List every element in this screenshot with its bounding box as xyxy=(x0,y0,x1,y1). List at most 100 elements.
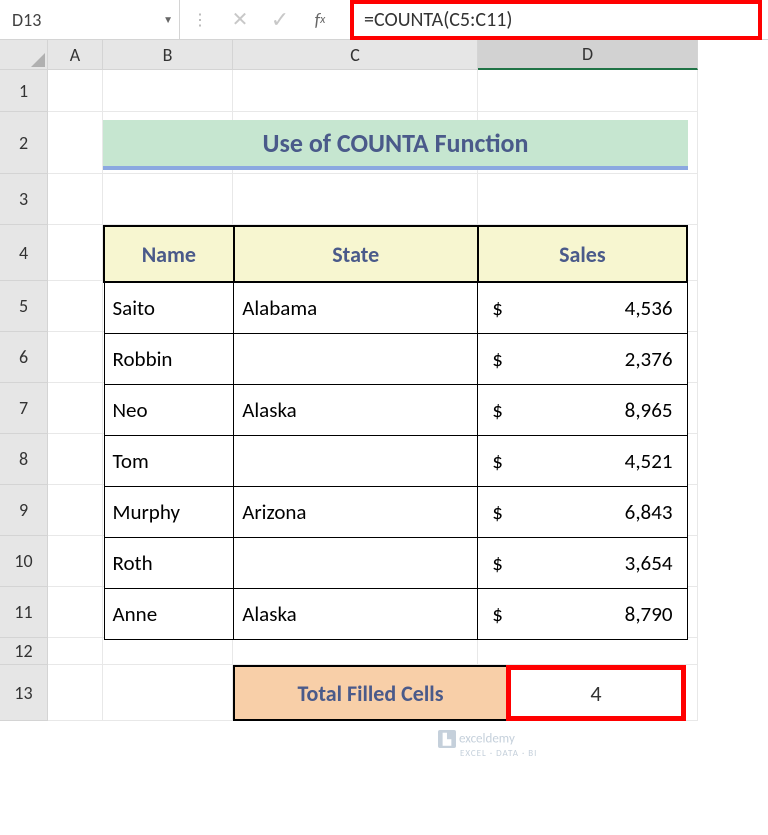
cell[interactable] xyxy=(48,281,103,332)
sales-value: 2,376 xyxy=(625,346,673,372)
cell-sales[interactable]: $6,843 xyxy=(478,486,687,537)
cell[interactable] xyxy=(233,70,478,112)
cell[interactable] xyxy=(48,174,103,225)
cell[interactable] xyxy=(103,70,233,112)
row-header-6[interactable]: 6 xyxy=(0,332,48,383)
cell[interactable] xyxy=(48,536,103,587)
table-header-row: Name State Sales xyxy=(104,226,687,282)
total-row: Total Filled Cells 4 xyxy=(233,665,686,721)
row-header-1[interactable]: 1 xyxy=(0,70,48,112)
cell[interactable] xyxy=(478,70,698,112)
select-all-corner[interactable] xyxy=(0,40,48,70)
row-header-12[interactable]: 12 xyxy=(0,638,48,665)
cell-name[interactable]: Roth xyxy=(104,537,234,588)
cell-sales[interactable]: $2,376 xyxy=(478,333,687,384)
table-row: SaitoAlabama$4,536 xyxy=(104,282,687,333)
total-label-text: Total Filled Cells xyxy=(298,680,444,707)
total-value-cell[interactable]: 4 xyxy=(506,665,686,721)
row-header-8[interactable]: 8 xyxy=(0,434,48,485)
cell-name[interactable]: Robbin xyxy=(104,333,234,384)
total-value-text: 4 xyxy=(590,680,601,707)
cell[interactable] xyxy=(48,665,103,721)
cell[interactable] xyxy=(48,434,103,485)
row-header-7[interactable]: 7 xyxy=(0,383,48,434)
col-header-name[interactable]: Name xyxy=(104,226,234,282)
sales-value: 6,843 xyxy=(625,499,673,525)
page-title: Use of COUNTA Function xyxy=(263,127,529,159)
data-table: Name State Sales SaitoAlabama$4,536Robbi… xyxy=(103,225,688,640)
formula-text: =COUNTA(C5:C11) xyxy=(364,8,512,32)
col-header-D[interactable]: D xyxy=(478,40,698,70)
cell[interactable] xyxy=(103,174,233,225)
namebox[interactable]: D13 ▼ xyxy=(0,0,180,39)
spreadsheet: 12345678910111213 ABCD Use of COUNTA Fun… xyxy=(0,40,768,721)
currency-symbol: $ xyxy=(492,397,503,423)
cell[interactable] xyxy=(103,665,233,721)
currency-symbol: $ xyxy=(492,550,503,576)
cell-name[interactable]: Murphy xyxy=(104,486,234,537)
currency-symbol: $ xyxy=(492,346,503,372)
row-header-13[interactable]: 13 xyxy=(0,665,48,721)
currency-symbol: $ xyxy=(492,448,503,474)
cell[interactable] xyxy=(48,485,103,536)
cell-state[interactable]: Alaska xyxy=(234,384,478,435)
cell-name[interactable]: Tom xyxy=(104,435,234,486)
cell[interactable] xyxy=(48,638,103,665)
total-label-cell[interactable]: Total Filled Cells xyxy=(233,665,508,721)
formula-bar: D13 ▼ ⋮ ✕ ✓ fx =COUNTA(C5:C11) xyxy=(0,0,768,40)
col-header-sales[interactable]: Sales xyxy=(478,226,687,282)
cell-state[interactable]: Alaska xyxy=(234,588,478,639)
cell-name[interactable]: Saito xyxy=(104,282,234,333)
col-header-A[interactable]: A xyxy=(48,40,103,70)
row-header-5[interactable]: 5 xyxy=(0,281,48,332)
table-row: AnneAlaska$8,790 xyxy=(104,588,687,639)
formula-input[interactable]: =COUNTA(C5:C11) xyxy=(350,0,762,40)
cell-state[interactable] xyxy=(234,333,478,384)
row-header-10[interactable]: 10 xyxy=(0,536,48,587)
row-header-9[interactable]: 9 xyxy=(0,485,48,536)
cell-sales[interactable]: $8,790 xyxy=(478,588,687,639)
watermark-icon: ▙ xyxy=(438,730,456,748)
table-row: Tom $4,521 xyxy=(104,435,687,486)
row-header-11[interactable]: 11 xyxy=(0,587,48,638)
row-header-3[interactable]: 3 xyxy=(0,174,48,225)
cell[interactable] xyxy=(48,112,103,174)
col-header-B[interactable]: B xyxy=(103,40,233,70)
cell[interactable] xyxy=(478,174,698,225)
row-header-2[interactable]: 2 xyxy=(0,112,48,174)
row-header-4[interactable]: 4 xyxy=(0,225,48,281)
watermark: ▙ exceldemy EXCEL · DATA · BI xyxy=(438,730,537,759)
namebox-dropdown-icon[interactable]: ▼ xyxy=(163,13,173,26)
sales-value: 8,790 xyxy=(625,601,673,627)
cell-sales[interactable]: $8,965 xyxy=(478,384,687,435)
currency-symbol: $ xyxy=(492,499,503,525)
watermark-tag: EXCEL · DATA · BI xyxy=(460,748,537,759)
cell[interactable] xyxy=(48,587,103,638)
cell[interactable] xyxy=(48,383,103,434)
formula-bar-divider-icon: ⋮ xyxy=(180,0,220,39)
col-header-state[interactable]: State xyxy=(234,226,478,282)
cell-state[interactable] xyxy=(234,537,478,588)
fx-icon[interactable]: fx xyxy=(300,0,340,39)
cell[interactable] xyxy=(48,225,103,281)
table-row: Roth $3,654 xyxy=(104,537,687,588)
enter-icon[interactable]: ✓ xyxy=(260,0,300,39)
cell-sales[interactable]: $3,654 xyxy=(478,537,687,588)
cell[interactable] xyxy=(233,638,478,665)
cell-name[interactable]: Anne xyxy=(104,588,234,639)
cell[interactable] xyxy=(48,70,103,112)
cell-state[interactable]: Alabama xyxy=(234,282,478,333)
cell-name[interactable]: Neo xyxy=(104,384,234,435)
cell-state[interactable] xyxy=(234,435,478,486)
cell[interactable] xyxy=(233,174,478,225)
cell-state[interactable]: Arizona xyxy=(234,486,478,537)
cell-sales[interactable]: $4,536 xyxy=(478,282,687,333)
currency-symbol: $ xyxy=(492,295,503,321)
cell-sales[interactable]: $4,521 xyxy=(478,435,687,486)
cell[interactable] xyxy=(48,332,103,383)
cell[interactable] xyxy=(478,638,698,665)
cancel-icon[interactable]: ✕ xyxy=(220,0,260,39)
cell[interactable] xyxy=(103,638,233,665)
col-header-C[interactable]: C xyxy=(233,40,478,70)
table-row: Robbin $2,376 xyxy=(104,333,687,384)
